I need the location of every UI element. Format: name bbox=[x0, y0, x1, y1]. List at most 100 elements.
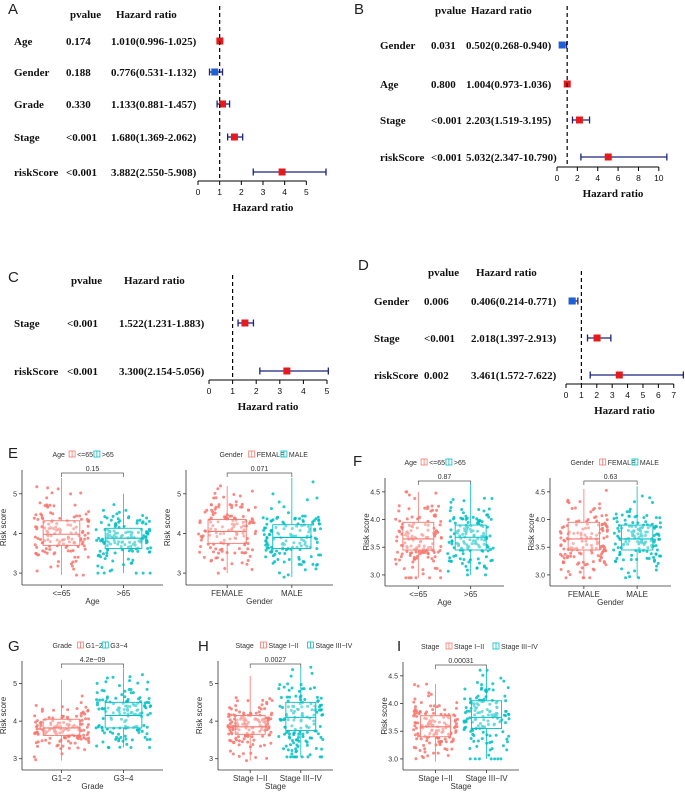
data-point bbox=[319, 696, 323, 700]
data-point bbox=[312, 713, 316, 717]
data-point bbox=[617, 529, 621, 533]
data-point bbox=[489, 547, 493, 551]
data-point bbox=[288, 732, 292, 736]
data-point bbox=[313, 528, 317, 532]
data-point bbox=[147, 745, 151, 749]
data-point bbox=[441, 727, 445, 731]
data-point bbox=[228, 749, 232, 753]
data-point bbox=[264, 548, 268, 552]
data-point bbox=[74, 531, 78, 535]
data-point bbox=[293, 516, 297, 520]
data-point bbox=[260, 718, 264, 722]
data-point bbox=[578, 500, 582, 504]
data-point bbox=[66, 523, 70, 527]
data-point bbox=[66, 549, 70, 553]
data-point bbox=[437, 740, 441, 744]
panel-letter: B bbox=[354, 1, 364, 18]
data-point bbox=[429, 545, 433, 549]
data-point bbox=[136, 728, 140, 732]
data-point bbox=[146, 531, 150, 535]
data-point bbox=[482, 509, 486, 513]
data-point bbox=[277, 734, 281, 738]
legend-label: Stage I−II bbox=[454, 644, 484, 651]
data-point bbox=[129, 533, 133, 537]
data-point bbox=[253, 532, 257, 536]
data-point bbox=[269, 717, 273, 721]
data-point bbox=[453, 521, 457, 525]
data-point bbox=[40, 739, 44, 743]
data-point bbox=[84, 717, 88, 721]
data-point bbox=[411, 565, 415, 569]
header-pvalue: pvalue bbox=[428, 267, 459, 279]
data-point bbox=[105, 516, 109, 520]
data-point bbox=[284, 539, 288, 543]
data-point bbox=[235, 731, 239, 735]
data-point bbox=[414, 726, 418, 730]
x-tick-label: Stage I−II bbox=[418, 774, 452, 783]
data-point bbox=[412, 710, 416, 714]
box bbox=[234, 715, 266, 735]
data-point bbox=[492, 723, 496, 727]
data-point bbox=[301, 732, 305, 736]
data-point bbox=[35, 525, 39, 529]
data-point bbox=[245, 562, 249, 566]
data-point bbox=[39, 538, 43, 542]
data-point bbox=[230, 514, 234, 518]
data-point bbox=[589, 536, 593, 540]
data-point bbox=[441, 730, 445, 734]
data-point bbox=[144, 535, 148, 539]
data-point bbox=[506, 686, 510, 690]
data-point bbox=[98, 698, 102, 702]
y-tick-label: 4.0 bbox=[370, 517, 380, 524]
data-point bbox=[489, 517, 493, 521]
data-point bbox=[235, 727, 239, 731]
data-point bbox=[146, 547, 150, 551]
legend-label: Stage I−II bbox=[269, 643, 299, 650]
data-point bbox=[617, 523, 621, 527]
data-point bbox=[602, 560, 606, 564]
data-point bbox=[134, 571, 138, 575]
data-point bbox=[117, 739, 121, 743]
data-point bbox=[482, 697, 486, 701]
x-tick-label: 6 bbox=[616, 173, 621, 183]
data-point bbox=[220, 525, 224, 529]
data-point bbox=[286, 718, 290, 722]
data-point bbox=[426, 528, 430, 532]
data-point bbox=[242, 551, 246, 555]
data-point bbox=[409, 544, 413, 548]
data-point bbox=[446, 569, 450, 573]
data-point bbox=[490, 496, 494, 500]
data-point bbox=[48, 736, 52, 740]
data-point bbox=[468, 538, 472, 542]
data-point bbox=[473, 757, 477, 761]
data-point bbox=[147, 697, 151, 701]
p-value-label: 4.2e−09 bbox=[80, 657, 106, 664]
data-point bbox=[116, 542, 120, 546]
data-point bbox=[466, 520, 470, 524]
data-point bbox=[637, 536, 641, 540]
data-point bbox=[645, 549, 649, 553]
row-name: Stage bbox=[380, 115, 406, 127]
data-point bbox=[412, 522, 416, 526]
x-tick-label: 1 bbox=[217, 187, 222, 197]
hr-point bbox=[558, 41, 566, 49]
data-point bbox=[467, 560, 471, 564]
data-point bbox=[477, 757, 481, 761]
data-point bbox=[433, 719, 437, 723]
data-point bbox=[485, 708, 489, 712]
data-point bbox=[481, 673, 485, 677]
y-axis-label: Risk score bbox=[0, 508, 8, 546]
data-point bbox=[45, 496, 49, 500]
y-axis-label: Risk score bbox=[380, 697, 389, 735]
data-point bbox=[66, 739, 70, 743]
data-point bbox=[118, 519, 122, 523]
data-point bbox=[434, 743, 438, 747]
data-point bbox=[482, 542, 486, 546]
data-point bbox=[629, 558, 633, 562]
data-point bbox=[633, 500, 637, 504]
data-point bbox=[136, 708, 140, 712]
box bbox=[272, 524, 312, 549]
data-point bbox=[105, 544, 109, 548]
data-point bbox=[648, 496, 652, 500]
data-point bbox=[82, 733, 86, 737]
